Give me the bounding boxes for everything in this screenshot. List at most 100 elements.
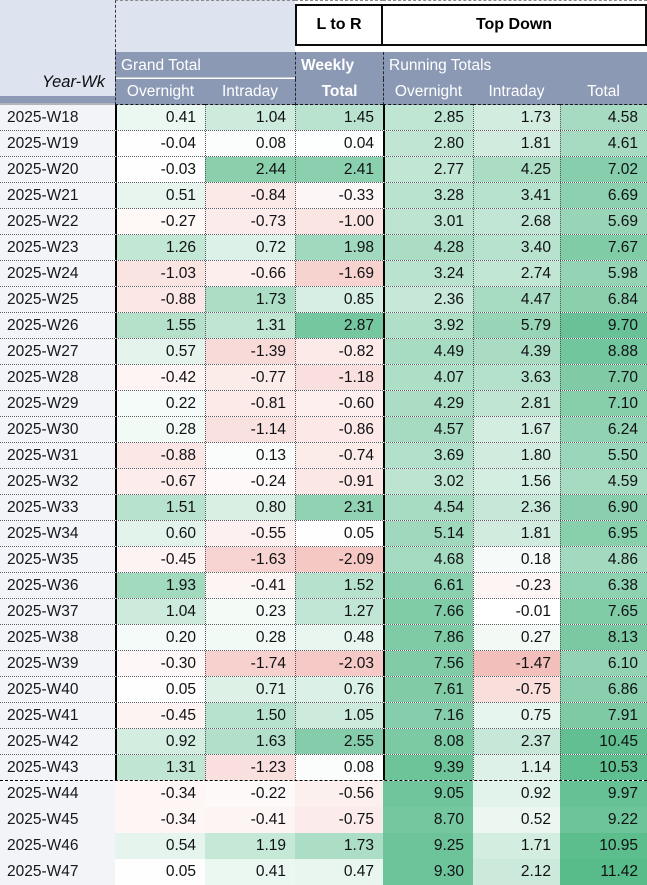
weekly-header[interactable]: Weekly — [295, 52, 383, 79]
top-down-label[interactable]: Top Down — [381, 4, 647, 46]
col-header-running-intraday[interactable]: Intraday — [473, 79, 560, 105]
value-cell[interactable]: 1.31 — [115, 755, 205, 780]
value-cell[interactable]: 4.07 — [383, 365, 473, 390]
week-cell[interactable]: 2025-W31 — [0, 443, 115, 468]
value-cell[interactable]: -0.55 — [205, 521, 295, 546]
week-cell[interactable]: 2025-W36 — [0, 573, 115, 598]
value-cell[interactable]: 9.22 — [560, 807, 647, 833]
value-cell[interactable]: 0.92 — [115, 729, 205, 754]
value-cell[interactable]: 5.50 — [560, 443, 647, 468]
value-cell[interactable]: 0.27 — [473, 625, 560, 650]
value-cell[interactable]: 1.56 — [473, 469, 560, 494]
value-cell[interactable]: -0.24 — [205, 469, 295, 494]
value-cell[interactable]: -0.45 — [115, 547, 205, 572]
value-cell[interactable]: 7.56 — [383, 651, 473, 676]
value-cell[interactable]: 1.04 — [205, 105, 295, 130]
running-totals-header[interactable]: Running Totals — [383, 52, 647, 79]
value-cell[interactable]: 2.77 — [383, 157, 473, 182]
value-cell[interactable]: 2.80 — [383, 131, 473, 156]
value-cell[interactable]: -0.66 — [205, 261, 295, 286]
value-cell[interactable]: 7.91 — [560, 703, 647, 728]
value-cell[interactable]: 6.38 — [560, 573, 647, 598]
value-cell[interactable]: 3.63 — [473, 365, 560, 390]
value-cell[interactable]: 9.30 — [383, 859, 473, 885]
value-cell[interactable]: -1.03 — [115, 261, 205, 286]
value-cell[interactable]: 1.73 — [473, 105, 560, 130]
value-cell[interactable]: 1.04 — [115, 599, 205, 624]
value-cell[interactable]: 5.69 — [560, 209, 647, 234]
value-cell[interactable]: -1.39 — [205, 339, 295, 364]
value-cell[interactable]: 6.84 — [560, 287, 647, 312]
value-cell[interactable]: 0.47 — [295, 859, 383, 885]
value-cell[interactable]: 0.51 — [115, 183, 205, 208]
value-cell[interactable]: 1.81 — [473, 131, 560, 156]
week-cell[interactable]: 2025-W22 — [0, 209, 115, 234]
value-cell[interactable]: 6.95 — [560, 521, 647, 546]
week-cell[interactable]: 2025-W19 — [0, 131, 115, 156]
value-cell[interactable]: 7.86 — [383, 625, 473, 650]
value-cell[interactable]: 1.93 — [115, 573, 205, 598]
col-header-running-total[interactable]: Total — [560, 79, 647, 105]
value-cell[interactable]: 0.71 — [205, 677, 295, 702]
value-cell[interactable]: 0.85 — [295, 287, 383, 312]
value-cell[interactable]: 3.40 — [473, 235, 560, 260]
value-cell[interactable]: 8.13 — [560, 625, 647, 650]
value-cell[interactable]: 1.80 — [473, 443, 560, 468]
week-cell[interactable]: 2025-W35 — [0, 547, 115, 572]
value-cell[interactable]: -0.81 — [205, 391, 295, 416]
value-cell[interactable]: -0.88 — [115, 443, 205, 468]
value-cell[interactable]: 1.26 — [115, 235, 205, 260]
value-cell[interactable]: -0.04 — [115, 131, 205, 156]
value-cell[interactable]: 1.55 — [115, 313, 205, 338]
value-cell[interactable]: -1.47 — [473, 651, 560, 676]
value-cell[interactable]: 1.81 — [473, 521, 560, 546]
value-cell[interactable]: 9.05 — [383, 781, 473, 807]
week-cell[interactable]: 2025-W20 — [0, 157, 115, 182]
value-cell[interactable]: -0.30 — [115, 651, 205, 676]
value-cell[interactable]: 8.88 — [560, 339, 647, 364]
value-cell[interactable]: -0.56 — [295, 781, 383, 807]
col-header-grand-overnight[interactable]: Overnight — [115, 79, 205, 105]
value-cell[interactable]: 5.98 — [560, 261, 647, 286]
value-cell[interactable]: 2.85 — [383, 105, 473, 130]
week-cell[interactable]: 2025-W41 — [0, 703, 115, 728]
value-cell[interactable]: 6.61 — [383, 573, 473, 598]
value-cell[interactable]: -0.42 — [115, 365, 205, 390]
value-cell[interactable]: 0.60 — [115, 521, 205, 546]
value-cell[interactable]: -0.91 — [295, 469, 383, 494]
value-cell[interactable]: -1.74 — [205, 651, 295, 676]
value-cell[interactable]: 1.19 — [205, 833, 295, 859]
value-cell[interactable]: 3.01 — [383, 209, 473, 234]
value-cell[interactable]: 0.48 — [295, 625, 383, 650]
value-cell[interactable]: 10.95 — [560, 833, 647, 859]
value-cell[interactable]: 2.81 — [473, 391, 560, 416]
value-cell[interactable]: 3.28 — [383, 183, 473, 208]
value-cell[interactable]: 0.75 — [473, 703, 560, 728]
value-cell[interactable]: 1.67 — [473, 417, 560, 442]
value-cell[interactable]: 4.29 — [383, 391, 473, 416]
value-cell[interactable]: 0.52 — [473, 807, 560, 833]
value-cell[interactable]: 0.54 — [115, 833, 205, 859]
value-cell[interactable]: -0.33 — [295, 183, 383, 208]
value-cell[interactable]: 3.41 — [473, 183, 560, 208]
value-cell[interactable]: -1.18 — [295, 365, 383, 390]
week-cell[interactable]: 2025-W18 — [0, 105, 115, 130]
value-cell[interactable]: 9.97 — [560, 781, 647, 807]
value-cell[interactable]: -1.14 — [205, 417, 295, 442]
value-cell[interactable]: -0.45 — [115, 703, 205, 728]
week-cell[interactable]: 2025-W38 — [0, 625, 115, 650]
value-cell[interactable]: 4.25 — [473, 157, 560, 182]
week-cell[interactable]: 2025-W21 — [0, 183, 115, 208]
value-cell[interactable]: 3.24 — [383, 261, 473, 286]
value-cell[interactable]: -1.63 — [205, 547, 295, 572]
corner-cell-top[interactable] — [0, 0, 115, 52]
value-cell[interactable]: 2.36 — [473, 495, 560, 520]
value-cell[interactable]: 2.55 — [295, 729, 383, 754]
value-cell[interactable]: 0.22 — [115, 391, 205, 416]
week-cell[interactable]: 2025-W32 — [0, 469, 115, 494]
value-cell[interactable]: 2.41 — [295, 157, 383, 182]
value-cell[interactable]: 11.42 — [560, 859, 647, 885]
value-cell[interactable]: -1.23 — [205, 755, 295, 780]
week-cell[interactable]: 2025-W40 — [0, 677, 115, 702]
value-cell[interactable]: -2.09 — [295, 547, 383, 572]
